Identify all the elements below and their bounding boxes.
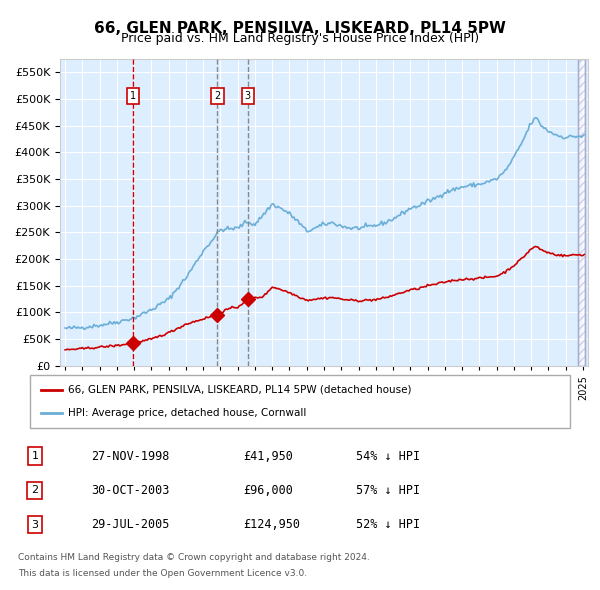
Text: 3: 3 bbox=[245, 91, 251, 101]
Text: £124,950: £124,950 bbox=[244, 518, 301, 531]
Text: This data is licensed under the Open Government Licence v3.0.: This data is licensed under the Open Gov… bbox=[18, 569, 307, 578]
Text: 1: 1 bbox=[130, 91, 136, 101]
Text: HPI: Average price, detached house, Cornwall: HPI: Average price, detached house, Corn… bbox=[68, 408, 306, 418]
Text: Contains HM Land Registry data © Crown copyright and database right 2024.: Contains HM Land Registry data © Crown c… bbox=[18, 553, 370, 562]
Text: Price paid vs. HM Land Registry's House Price Index (HPI): Price paid vs. HM Land Registry's House … bbox=[121, 32, 479, 45]
Text: £96,000: £96,000 bbox=[244, 484, 293, 497]
Text: 52% ↓ HPI: 52% ↓ HPI bbox=[356, 518, 421, 531]
Text: £41,950: £41,950 bbox=[244, 450, 293, 463]
Text: 29-JUL-2005: 29-JUL-2005 bbox=[91, 518, 170, 531]
Text: 1: 1 bbox=[31, 451, 38, 461]
Bar bbox=[578, 59, 584, 366]
Text: 27-NOV-1998: 27-NOV-1998 bbox=[91, 450, 170, 463]
Text: 57% ↓ HPI: 57% ↓ HPI bbox=[356, 484, 421, 497]
Text: 30-OCT-2003: 30-OCT-2003 bbox=[91, 484, 170, 497]
FancyBboxPatch shape bbox=[30, 375, 570, 428]
Text: 2: 2 bbox=[214, 91, 221, 101]
Text: 2: 2 bbox=[31, 486, 38, 496]
Bar bbox=[578, 59, 584, 366]
Text: 54% ↓ HPI: 54% ↓ HPI bbox=[356, 450, 421, 463]
Text: 3: 3 bbox=[31, 520, 38, 529]
Text: 66, GLEN PARK, PENSILVA, LISKEARD, PL14 5PW (detached house): 66, GLEN PARK, PENSILVA, LISKEARD, PL14 … bbox=[68, 385, 412, 395]
Text: 66, GLEN PARK, PENSILVA, LISKEARD, PL14 5PW: 66, GLEN PARK, PENSILVA, LISKEARD, PL14 … bbox=[94, 21, 506, 35]
